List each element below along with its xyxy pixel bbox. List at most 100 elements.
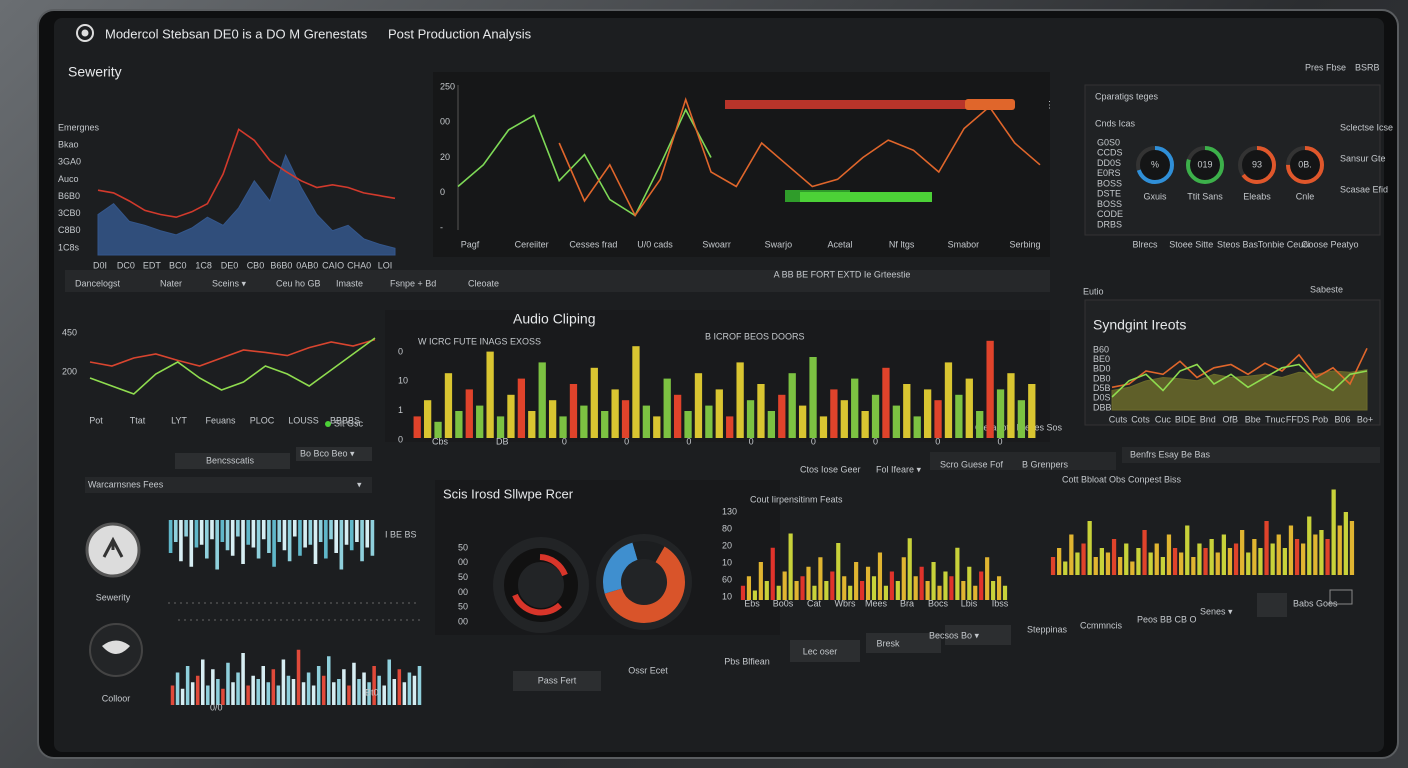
- toolbar-item[interactable]: Scro Guese Fof: [940, 459, 1004, 469]
- bar: [973, 585, 978, 600]
- view-icon[interactable]: [1329, 589, 1353, 605]
- header-badge[interactable]: BSRB: [1355, 62, 1380, 72]
- toolbar-item[interactable]: B Grenpers: [1022, 459, 1069, 469]
- toolbar-item[interactable]: Ctos Iose Geer: [800, 464, 861, 474]
- button-label[interactable]: Ccmmncis: [1080, 620, 1122, 630]
- bar: [282, 520, 287, 551]
- toolbar-item[interactable]: Imaste: [336, 278, 363, 288]
- bar: [538, 362, 546, 438]
- axis-label: CHA0: [347, 260, 371, 270]
- bar: [746, 576, 752, 600]
- axis-label: Stoee Sitte: [1169, 239, 1213, 249]
- button[interactable]: [866, 633, 941, 653]
- toolbar-item[interactable]: Sceins ▾: [212, 278, 247, 288]
- axis-label: 00: [458, 616, 468, 626]
- bar: [1325, 539, 1330, 575]
- bar: [1246, 552, 1251, 575]
- bar: [377, 675, 381, 705]
- bar: [292, 520, 297, 537]
- bar: [1160, 557, 1165, 575]
- button-label[interactable]: Senes ▾: [1200, 606, 1233, 616]
- button[interactable]: [513, 671, 601, 691]
- bar: [306, 672, 311, 705]
- button-label[interactable]: Lec oser: [803, 646, 838, 656]
- bar: [901, 557, 906, 600]
- toolbar-item[interactable]: Nater: [160, 278, 182, 288]
- dropdown-arrow[interactable]: ▾: [357, 479, 362, 489]
- badge: Sabeste: [1310, 284, 1343, 294]
- bar: [1258, 548, 1263, 575]
- menu-icon[interactable]: ⋮: [1045, 99, 1054, 109]
- button-label[interactable]: Pass Fert: [538, 675, 577, 685]
- button-label[interactable]: Bencsscatis: [206, 455, 255, 465]
- bar: [1007, 373, 1015, 438]
- bar: [663, 378, 671, 438]
- bar: [824, 581, 829, 600]
- dropdown-label[interactable]: Benfrs Esay Be Bas: [1130, 449, 1211, 459]
- bar: [776, 585, 781, 600]
- axis-label: 0: [935, 436, 940, 446]
- bar: [357, 679, 361, 705]
- bar: [1337, 525, 1342, 575]
- bar: [798, 405, 807, 438]
- button[interactable]: [790, 640, 860, 662]
- line: [558, 96, 1041, 218]
- button[interactable]: [1257, 593, 1287, 617]
- button-label[interactable]: Ossr Ecet: [628, 665, 668, 675]
- header-controls[interactable]: Pres Fbse: [1305, 62, 1346, 72]
- panel-title: Cparatigs teges: [1095, 91, 1159, 101]
- axis-label: 20: [722, 540, 732, 550]
- dropdown[interactable]: [85, 477, 372, 493]
- bar: [851, 378, 859, 438]
- button[interactable]: [296, 447, 372, 461]
- toolbar-item[interactable]: Ceu ho GB: [276, 278, 321, 288]
- button-label[interactable]: Pbs Blfiean: [724, 656, 770, 666]
- toolbar-item[interactable]: Cleoate: [468, 278, 499, 288]
- axis-label: DC0: [117, 260, 135, 270]
- button-label[interactable]: Bresk: [876, 638, 900, 648]
- axis-label: B6B0: [270, 260, 292, 270]
- bar: [736, 362, 744, 438]
- button-label[interactable]: Steppinas: [1027, 624, 1068, 634]
- gauge-caption: Cnle: [1296, 191, 1315, 201]
- button[interactable]: [945, 625, 1011, 645]
- bar: [1124, 543, 1129, 575]
- button[interactable]: [175, 453, 290, 469]
- bar: [1105, 552, 1111, 575]
- button-label[interactable]: Becsos Bo ▾: [929, 630, 980, 640]
- bar: [311, 685, 316, 705]
- bar: [854, 562, 859, 600]
- axis-label: Wbrs: [835, 598, 856, 608]
- logo: [76, 24, 94, 42]
- bar: [349, 520, 354, 551]
- dropdown[interactable]: [1122, 447, 1380, 463]
- axis-label: 130: [722, 506, 737, 516]
- bar: [382, 685, 386, 705]
- axis-label: 0: [811, 436, 816, 446]
- bar: [882, 367, 890, 438]
- button-label[interactable]: Bo Bco Beo ▾: [300, 448, 355, 458]
- toolbar-item[interactable]: Dancelogst: [75, 278, 121, 288]
- bar: [865, 566, 871, 600]
- axis-label: Ibss: [992, 598, 1009, 608]
- range-bar: [725, 100, 970, 109]
- axis-label: 0: [997, 436, 1002, 446]
- toolbar-item[interactable]: Fsnpe + Bd: [390, 278, 436, 288]
- bar: [705, 405, 713, 438]
- bar: [965, 378, 973, 438]
- button-label[interactable]: Babs Goes: [1293, 598, 1338, 608]
- axis-label: Pagf: [461, 239, 480, 249]
- bar: [1050, 557, 1056, 575]
- axis-label: Swarjo: [765, 239, 793, 249]
- nav-label[interactable]: Sewerity: [96, 592, 131, 602]
- button-label[interactable]: Peos BB CB O: [1137, 614, 1197, 624]
- axis-label: Steos Bas: [1217, 239, 1259, 249]
- nav-label[interactable]: Colloor: [102, 693, 131, 703]
- bar: [985, 557, 990, 600]
- toolbar-item[interactable]: Fol Ifeare ▾: [876, 464, 922, 474]
- bar: [673, 394, 682, 438]
- axis-label: Bo+: [1357, 414, 1373, 424]
- dropdown-label[interactable]: Warcarnsnes Fees: [88, 479, 164, 489]
- bar: [1099, 548, 1104, 575]
- axis-label: BOSS: [1097, 199, 1122, 209]
